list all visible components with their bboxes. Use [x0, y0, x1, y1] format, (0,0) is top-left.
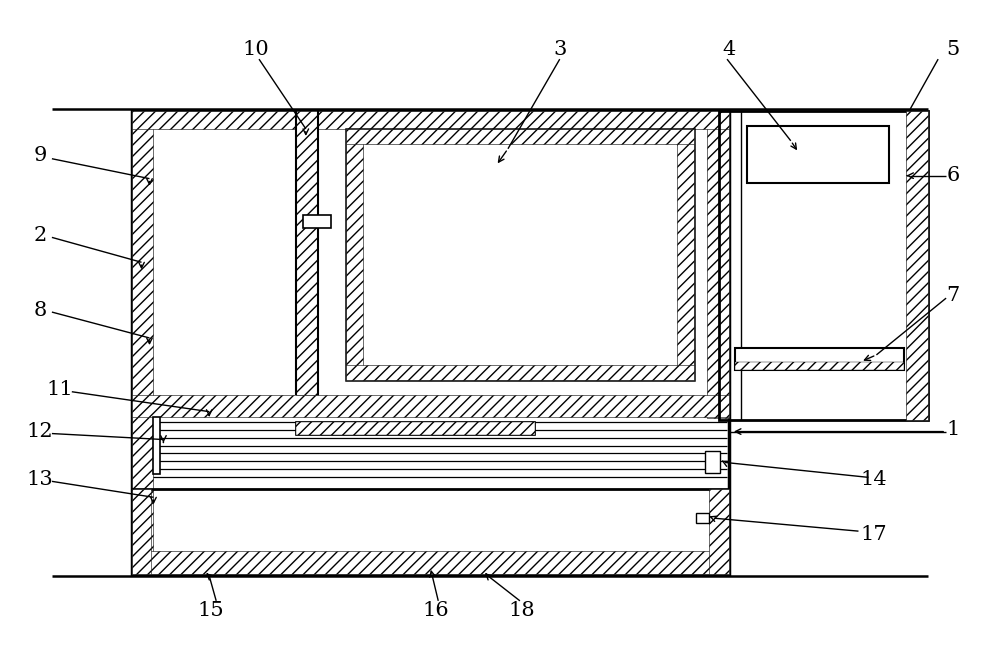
Bar [296, 111, 318, 395]
Text: 1: 1 [946, 420, 960, 439]
Text: 15: 15 [198, 601, 225, 620]
Text: 2: 2 [33, 226, 47, 245]
Bar [705, 451, 720, 473]
Bar [296, 422, 535, 434]
Bar [709, 490, 729, 574]
Text: 14: 14 [860, 470, 887, 489]
Bar [735, 348, 904, 370]
Bar [132, 111, 153, 574]
Bar [132, 111, 729, 129]
Bar [677, 129, 694, 380]
Text: 8: 8 [33, 301, 47, 320]
Bar [719, 111, 928, 420]
Bar [303, 215, 331, 228]
Bar [132, 490, 729, 574]
Text: 17: 17 [860, 524, 887, 544]
Text: 9: 9 [33, 146, 47, 165]
Bar [707, 111, 729, 418]
Bar [346, 129, 694, 380]
Text: 13: 13 [27, 470, 53, 489]
Text: 7: 7 [946, 286, 960, 305]
Text: 11: 11 [46, 380, 73, 399]
Bar [747, 126, 889, 183]
Bar [132, 395, 729, 417]
Text: 18: 18 [509, 601, 535, 620]
Bar [132, 111, 729, 574]
Bar [346, 129, 363, 380]
Text: 3: 3 [553, 39, 566, 59]
Text: 4: 4 [722, 39, 736, 59]
Text: 16: 16 [422, 601, 449, 620]
Bar [132, 551, 729, 574]
Bar [906, 111, 928, 420]
Bar [346, 365, 694, 380]
Bar [153, 417, 160, 474]
Text: 5: 5 [946, 39, 960, 59]
Bar [296, 422, 535, 434]
Bar [696, 513, 709, 523]
Text: 10: 10 [243, 39, 269, 59]
Bar [132, 490, 151, 574]
Text: 6: 6 [946, 166, 960, 185]
Bar [735, 362, 904, 370]
Text: 12: 12 [27, 422, 53, 441]
Bar [346, 129, 694, 144]
